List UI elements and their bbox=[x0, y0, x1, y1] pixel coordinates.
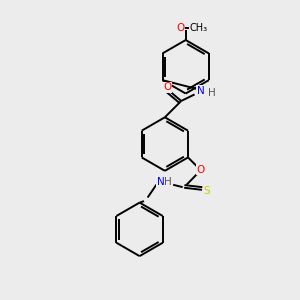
Text: S: S bbox=[203, 186, 210, 196]
Text: H: H bbox=[164, 176, 172, 187]
Text: N: N bbox=[157, 176, 164, 187]
Text: H: H bbox=[208, 88, 216, 98]
Text: O: O bbox=[164, 82, 172, 92]
Text: CH₃: CH₃ bbox=[190, 22, 208, 32]
Text: O: O bbox=[196, 165, 205, 175]
Text: O: O bbox=[176, 22, 184, 32]
Text: N: N bbox=[197, 86, 204, 96]
